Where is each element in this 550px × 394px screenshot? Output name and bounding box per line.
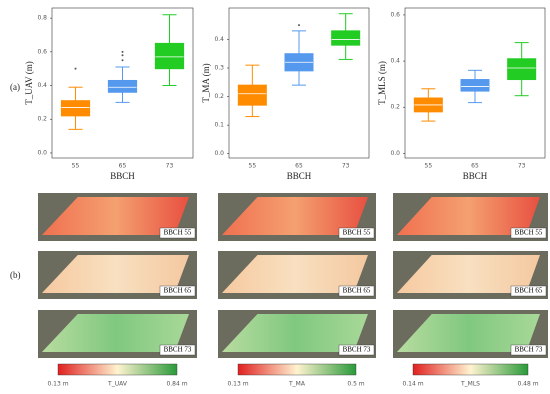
map-label: BBCH 65 — [164, 287, 192, 295]
box — [154, 42, 185, 70]
colorbar-max: 0.84 m — [166, 381, 187, 388]
map-label-box — [510, 227, 547, 239]
x-tick-label: 65 — [119, 163, 127, 170]
x-axis-label: BBCH — [110, 171, 135, 181]
y-tick-label: 0.3 — [214, 65, 224, 72]
colorbar-title: T_UAV — [107, 381, 128, 388]
y-tick-label: 0.0 — [37, 149, 47, 156]
y-tick-label: 0.2 — [37, 116, 47, 123]
x-tick-label: 65 — [471, 163, 479, 170]
colorbar-max: 0.5 m — [347, 381, 364, 388]
map-field — [222, 255, 368, 293]
y-tick-label: 0.1 — [214, 122, 224, 129]
map-label-box — [159, 344, 196, 356]
box — [507, 58, 537, 81]
colorbar-title: T_MLS — [460, 381, 480, 388]
outlier — [121, 59, 124, 62]
map-label: BBCH 65 — [515, 287, 543, 295]
y-tick-label: 0.4 — [390, 58, 400, 65]
map-label: BBCH 73 — [343, 346, 371, 354]
x-tick-label: 55 — [249, 163, 257, 170]
map-label-box — [338, 227, 375, 239]
y-tick-label: 0.0 — [390, 150, 400, 157]
y-tick-label: 0.4 — [214, 36, 224, 43]
outlier — [298, 24, 300, 27]
y-axis-label: T_MA (m) — [201, 63, 211, 102]
box — [331, 30, 361, 46]
colorbar-min: 0.13 m — [227, 381, 248, 388]
colorbar-min: 0.14 m — [402, 381, 423, 388]
y-tick-label: 0.4 — [37, 82, 47, 89]
map-label: BBCH 55 — [343, 229, 371, 237]
map-field — [397, 255, 540, 293]
map-field — [42, 197, 189, 235]
box — [237, 84, 267, 106]
box — [107, 79, 138, 93]
map-label-box — [338, 285, 375, 297]
map-label: BBCH 55 — [164, 229, 192, 237]
y-axis-label: T_MLS (m) — [377, 61, 387, 105]
plot-frame — [228, 7, 370, 159]
x-tick-label: 73 — [518, 163, 526, 170]
map-label-box — [510, 344, 547, 356]
map-field — [222, 314, 368, 352]
panel-label: (b) — [10, 270, 21, 280]
map-label: BBCH 73 — [164, 346, 192, 354]
y-axis-label: T_UAV (m) — [24, 61, 34, 104]
map-label-box — [338, 344, 375, 356]
map-label: BBCH 65 — [343, 287, 371, 295]
x-tick-label: 73 — [166, 163, 174, 170]
colorbar-min: 0.13 m — [47, 381, 68, 388]
map-field — [397, 197, 540, 235]
outlier — [121, 54, 124, 57]
x-tick-label: 55 — [72, 163, 80, 170]
y-tick-label: 0.6 — [390, 11, 400, 18]
map-field — [42, 255, 189, 293]
map-label: BBCH 73 — [515, 346, 543, 354]
colorbar-title: T_MA — [288, 381, 306, 388]
y-tick-label: 0.6 — [37, 48, 47, 55]
y-tick-label: 0.2 — [214, 93, 224, 100]
x-tick-label: 65 — [295, 163, 303, 170]
outlier — [74, 67, 77, 70]
map-field — [222, 197, 368, 235]
map-label-box — [510, 285, 547, 297]
box — [60, 100, 91, 117]
panel-label: (a) — [10, 82, 20, 92]
x-axis-label: BBCH — [463, 171, 488, 181]
y-tick-label: 0.2 — [390, 104, 400, 111]
map-label-box — [159, 227, 196, 239]
map-label: BBCH 55 — [515, 229, 543, 237]
map-field — [42, 314, 189, 352]
map-label-box — [159, 285, 196, 297]
x-axis-label: BBCH — [287, 171, 312, 181]
y-tick-label: 0.0 — [214, 150, 224, 157]
box — [460, 79, 490, 92]
y-tick-label: 0.8 — [37, 15, 47, 22]
x-tick-label: 73 — [342, 163, 350, 170]
colorbar — [57, 363, 178, 376]
x-tick-label: 55 — [425, 163, 433, 170]
colorbar — [237, 363, 357, 376]
map-field — [397, 314, 540, 352]
colorbar-max: 0.48 m — [517, 381, 538, 388]
plot-frame — [404, 7, 546, 159]
outlier — [121, 50, 124, 53]
plot-frame — [51, 7, 194, 159]
colorbar — [412, 363, 529, 376]
